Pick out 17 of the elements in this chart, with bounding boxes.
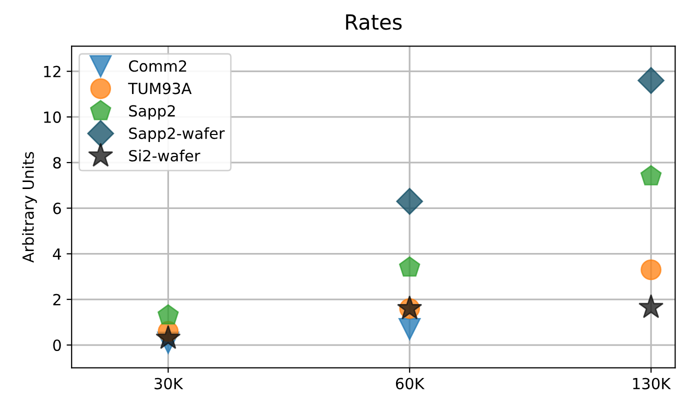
- x-tick-label: 60K: [396, 378, 425, 390]
- legend-label: Sapp2-wafer: [129, 127, 225, 142]
- legend-label: Comm2: [128, 60, 186, 72]
- x-tick-label: 30K: [154, 378, 184, 390]
- y-tick-label: 10: [44, 111, 61, 123]
- legend-label: Si2-wafer: [129, 150, 200, 162]
- x-tick-label: 130K: [633, 378, 671, 390]
- legend-label: TUM93A: [128, 82, 192, 94]
- y-tick-label: 6: [53, 202, 61, 214]
- chart-title: Rates: [346, 14, 402, 30]
- y-tick-label: 4: [52, 248, 62, 260]
- legend-label: Sapp2: [129, 105, 175, 120]
- y-tick-label: 2: [53, 294, 60, 306]
- y-axis-title: Arbitrary Units: [22, 152, 37, 263]
- y-tick-label: 0: [53, 339, 61, 352]
- y-tick-label: 8: [53, 157, 61, 169]
- y-tick-label: 12: [44, 66, 60, 78]
